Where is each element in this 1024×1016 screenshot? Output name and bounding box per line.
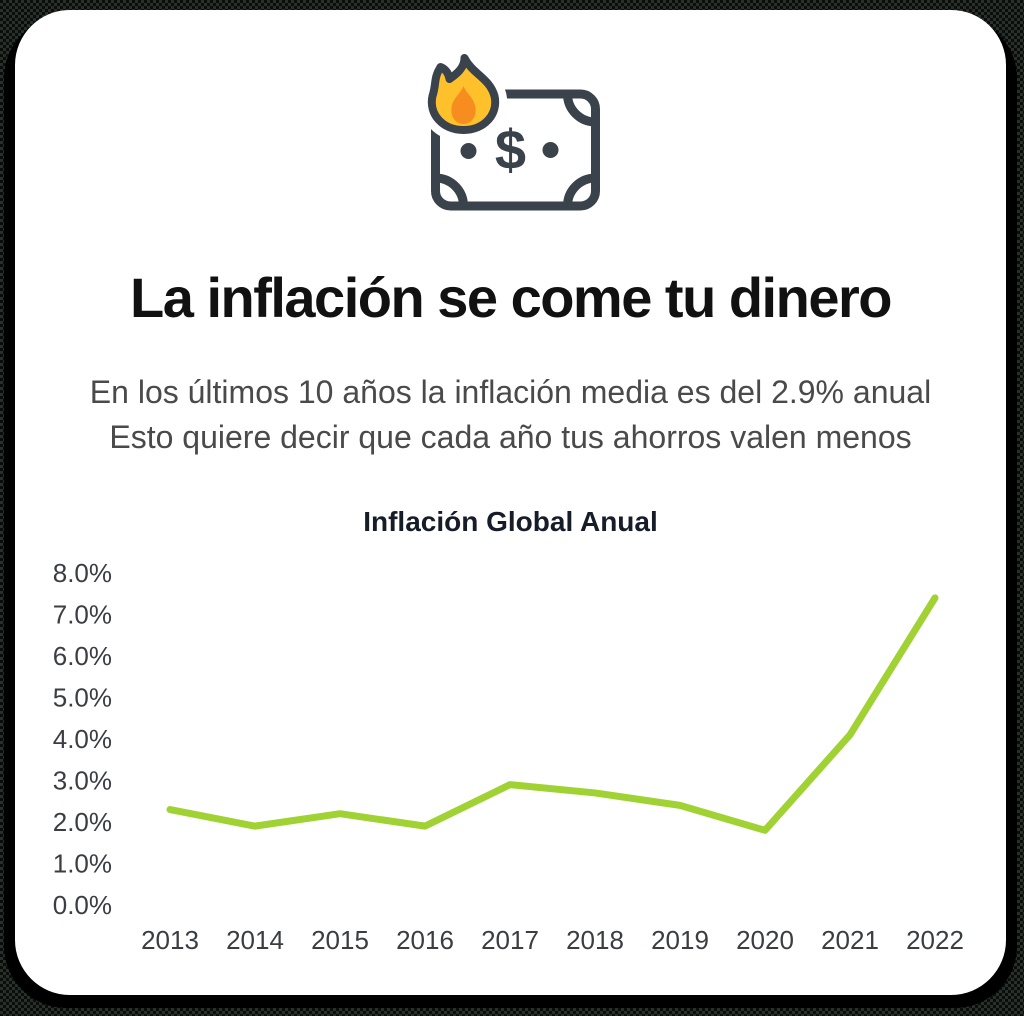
burning-money-icon: $ — [418, 54, 604, 212]
x-axis-tick-label: 2020 — [736, 925, 794, 955]
bill-left-dot — [460, 143, 476, 159]
burning-money-icon-svg: $ — [419, 54, 600, 211]
inflation-line-series — [166, 594, 939, 834]
y-axis-tick-label: 8.0% — [53, 558, 112, 588]
x-axis-tick-label: 2017 — [481, 925, 539, 955]
bill-right-dot — [542, 142, 558, 158]
subtitle-line-1: En los últimos 10 años la inflación medi… — [89, 374, 932, 410]
y-axis-tick-label: 5.0% — [53, 683, 112, 713]
y-axis-tick-label: 1.0% — [53, 849, 112, 879]
x-axis-tick-label: 2014 — [226, 925, 284, 955]
y-axis-tick-label: 7.0% — [53, 600, 112, 630]
y-axis-tick-label: 4.0% — [53, 724, 112, 754]
page-title: La inflación se come tu dinero — [130, 266, 892, 329]
x-axis-tick-label: 2013 — [141, 925, 199, 955]
chart-title: Inflación Global Anual — [363, 506, 658, 537]
y-axis-tick-label: 6.0% — [53, 641, 112, 671]
y-axis-tick-label: 2.0% — [53, 807, 112, 837]
x-axis-tick-label: 2021 — [821, 925, 879, 955]
flame-icon — [419, 54, 507, 142]
x-axis-tick-label: 2019 — [651, 925, 709, 955]
money-bill: $ — [430, 89, 600, 211]
y-axis-tick-label: 3.0% — [53, 766, 112, 796]
x-axis-tick-label: 2022 — [906, 925, 964, 955]
subtitle-line-2: Esto quiere decir que cada año tus ahorr… — [109, 419, 912, 455]
x-axis-tick-label: 2018 — [566, 925, 624, 955]
x-axis-tick-label: 2015 — [311, 925, 369, 955]
dollar-sign-glyph: $ — [494, 118, 525, 181]
inflation-line-chart: 0.0% 1.0% 2.0% 3.0% 4.0% 5.0% 6.0% 7.0% 8.0% 2013… — [53, 558, 964, 955]
infographic-card: $ La inflación se come tu dinero En los … — [15, 10, 1006, 995]
x-axis-tick-label: 2016 — [396, 925, 454, 955]
y-axis-tick-label: 0.0% — [53, 890, 112, 920]
